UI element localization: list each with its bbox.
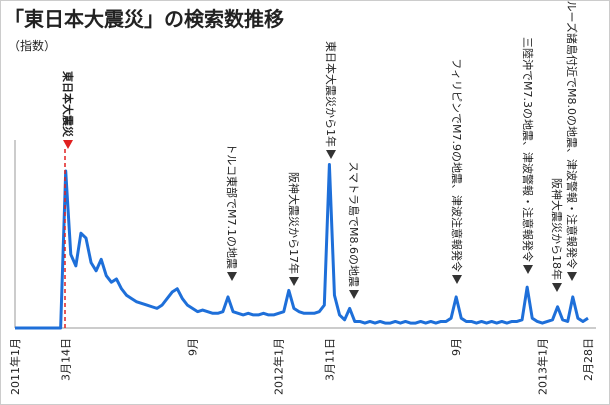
x-tick-label: 2011年1月 [8, 338, 22, 395]
x-tick-label: 2月28日 [582, 338, 595, 381]
x-tick-label: 9月 [186, 338, 199, 356]
chart-title: 「東日本大震災」の検索数推移 [4, 7, 284, 31]
annotation-marker [552, 283, 562, 292]
x-tick-label: 2013年1月 [535, 338, 549, 395]
annotation: トルコ東部でM7.1の地震 [225, 143, 239, 269]
annotation: 東日本大震災 [61, 71, 75, 138]
x-tick-label: 2012年1月 [272, 338, 286, 395]
annotation-marker [523, 265, 533, 274]
line-series [15, 163, 589, 330]
x-tick-label: 3月11日 [323, 338, 336, 381]
annotation: 阪神大震災から17年 [287, 172, 301, 274]
x-tick-label: 9月 [450, 338, 463, 356]
annotation: フィリピンでM7.9の地震、津波注意報発令 [450, 58, 464, 272]
annotation-marker [227, 272, 237, 281]
annotation: 三陸沖でM7.3の地震、津波警報・注意報発令 [521, 37, 535, 262]
x-tick-label: 3月14日 [60, 338, 73, 381]
annotation-marker [349, 290, 359, 299]
annotation-marker [326, 150, 336, 159]
annotation: 阪神大震災から18年 [550, 178, 564, 280]
annotation-marker [452, 275, 462, 284]
chart-subtitle: （指数） [8, 38, 56, 53]
annotation: 東日本大震災から1年 [324, 41, 338, 147]
annotation-marker [567, 272, 577, 281]
annotation: スマトラ島でM8.6の地震 [347, 161, 361, 287]
annotation: サンタクルーズ諸島付近でM8.0の地震、津波警報・注意報発令 [565, 0, 579, 269]
annotation-marker [63, 140, 73, 149]
annotation-marker [289, 277, 299, 286]
